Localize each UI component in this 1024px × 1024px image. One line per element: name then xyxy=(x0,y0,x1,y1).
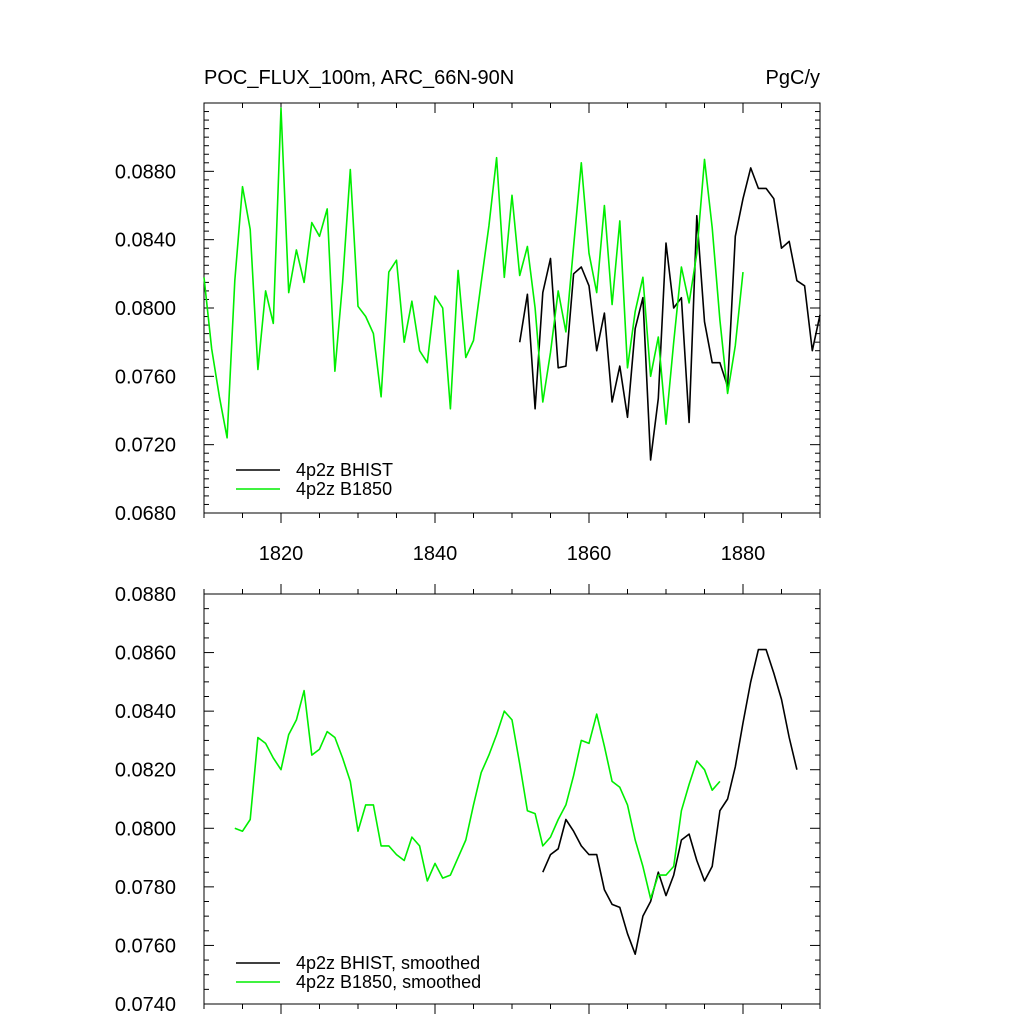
x-tick-label: 1820 xyxy=(259,543,304,565)
legend-label: 4p2z B1850 xyxy=(296,479,392,499)
chart-title: POC_FLUX_100m, ARC_66N-90N xyxy=(204,67,514,89)
plot-frame xyxy=(203,102,821,514)
x-tick-label: 1880 xyxy=(721,543,766,565)
y-tick-label: 0.0880 xyxy=(115,161,176,183)
series-line-b1850 xyxy=(234,689,721,900)
legend-label: 4p2z BHIST, smoothed xyxy=(296,953,480,973)
y-tick-label: 0.0800 xyxy=(115,818,176,840)
series-line-b1850 xyxy=(203,107,744,439)
y-tick-label: 0.0800 xyxy=(115,298,176,320)
x-tick-label: 1840 xyxy=(413,543,458,565)
x-tick-label: 1860 xyxy=(567,543,612,565)
y-tick-label: 0.0740 xyxy=(115,994,176,1016)
y-tick-label: 0.0860 xyxy=(115,643,176,665)
y-tick-label: 0.0720 xyxy=(115,435,176,457)
legend-label: 4p2z BHIST xyxy=(296,460,393,480)
y-tick-label: 0.0760 xyxy=(115,935,176,957)
y-tick-label: 0.0880 xyxy=(115,584,176,606)
y-tick-label: 0.0760 xyxy=(115,366,176,388)
chart-units: PgC/y xyxy=(766,67,820,89)
y-tick-label: 0.0780 xyxy=(115,877,176,899)
panel-2: 0.0740 0.0760 0.0780 0.0800 0.0820 0.0840 0.08… xyxy=(115,584,821,1016)
panel-1: 0.0680 0.0720 0.0760 0.0800 0.0840 0.0880 1820… xyxy=(115,102,821,565)
series-line-bhist xyxy=(518,167,821,461)
y-tick-label: 0.0840 xyxy=(115,230,176,252)
y-tick-label: 0.0680 xyxy=(115,503,176,525)
series-line-bhist xyxy=(542,648,798,956)
y-tick-label: 0.0840 xyxy=(115,701,176,723)
legend-label: 4p2z B1850, smoothed xyxy=(296,972,481,992)
y-tick-label: 0.0820 xyxy=(115,760,176,782)
